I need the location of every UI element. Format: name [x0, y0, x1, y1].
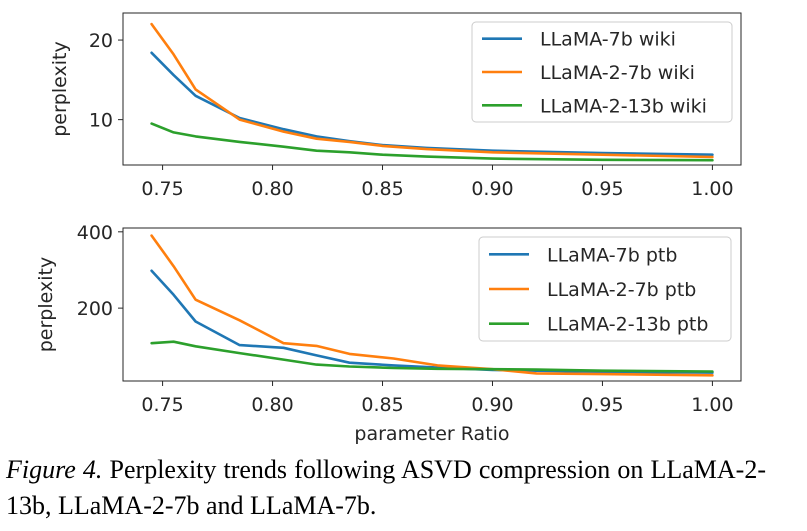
series-line-llama-2-13b-wiki: [150, 122, 714, 162]
x-tick-label: 0.95: [581, 394, 623, 416]
x-tick-label: 1.00: [691, 394, 733, 416]
y-tick-label: 200: [77, 298, 113, 320]
figure-canvas: 0.75 0.80 0.85 0.90 0.95 1.00 10 20 perplexity LL…: [35, 12, 742, 445]
plot-frame: [122, 12, 742, 166]
y-tick-label: 10: [89, 110, 113, 132]
legend-label: LLaMA-2-13b wiki: [540, 95, 707, 117]
x-tick-label: 0.85: [361, 394, 403, 416]
caption-text: Perplexity trends following ASVD compres…: [6, 455, 766, 520]
ptb-perplexity-chart: 0.75 0.80 0.85 0.90 0.95 1.00 200 400 perplexity…: [35, 222, 742, 445]
legend-label: LLaMA-2-13b ptb: [547, 314, 708, 336]
legend: LLaMA-7b ptb LLaMA-2-7b ptb LLaMA-2-13b pt…: [478, 236, 732, 342]
wiki-perplexity-chart: 0.75 0.80 0.85 0.90 0.95 1.00 10 20 perplexity LL…: [49, 12, 742, 200]
series-line-llama-2-7b-ptb: [150, 234, 714, 377]
legend: LLaMA-7b wiki LLaMA-2-7b wiki LLaMA-2-13b …: [471, 21, 733, 123]
legend-label: LLaMA-7b ptb: [547, 244, 677, 266]
legend-box: [471, 21, 733, 123]
figure-caption: Figure 4. Perplexity trends following AS…: [6, 452, 766, 524]
legend-box: [478, 236, 732, 342]
x-tick-label: 1.00: [691, 178, 733, 200]
x-tick-label: 0.95: [581, 178, 623, 200]
series-line-llama-7b-wiki: [150, 51, 714, 156]
y-tick-label: 20: [89, 30, 113, 52]
x-tick-label: 0.90: [471, 178, 513, 200]
legend-label: LLaMA-2-7b wiki: [540, 62, 695, 84]
legend-label: LLaMA-2-7b ptb: [547, 279, 696, 301]
x-tick-label: 0.90: [471, 394, 513, 416]
x-tick-label: 0.80: [251, 178, 293, 200]
legend-label: LLaMA-7b wiki: [540, 29, 676, 51]
x-tick-label: 0.75: [141, 178, 183, 200]
x-tick-label: 0.85: [361, 178, 403, 200]
series-line-llama-2-7b-wiki: [150, 22, 714, 159]
plot-frame: [122, 227, 742, 382]
y-axis-label: perplexity: [35, 257, 57, 352]
figure-label: Figure 4.: [6, 455, 103, 484]
x-tick-label: 0.75: [141, 394, 183, 416]
x-tick-label: 0.80: [251, 394, 293, 416]
y-axis-label: perplexity: [49, 41, 71, 136]
series-line-llama-2-13b-ptb: [150, 340, 714, 373]
y-tick-label: 400: [77, 222, 113, 244]
x-axis-label: parameter Ratio: [354, 423, 509, 445]
